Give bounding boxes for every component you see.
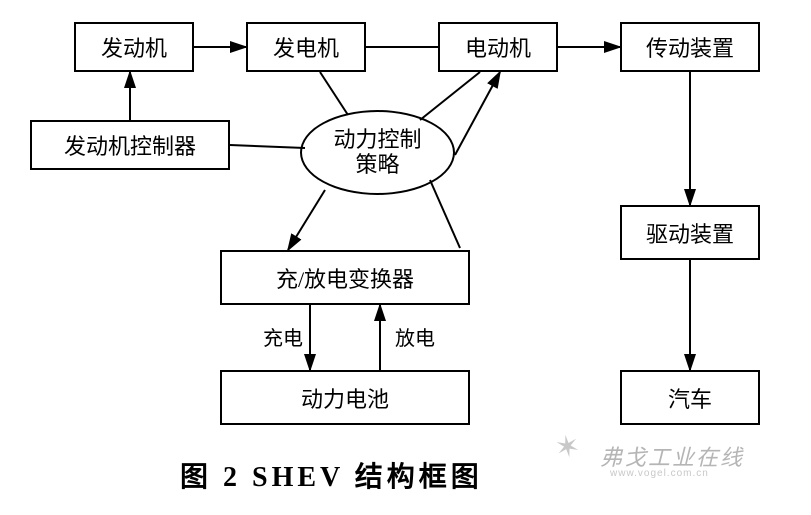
edge-label-charge: 充电 [263, 322, 303, 351]
watermark-sub: www.vogel.com.cn [610, 468, 709, 479]
node-engine-label: 发动机 [101, 31, 167, 63]
node-engine: 发动机 [74, 22, 194, 72]
node-transmission: 传动装置 [620, 22, 760, 72]
figure-caption-text: 图 2 SHEV 结构框图 [180, 462, 483, 493]
watermark-main: 弗戈工业在线 [600, 445, 744, 470]
node-strategy: 动力控制 策略 [300, 110, 455, 195]
node-generator: 发电机 [246, 22, 366, 72]
edge-label-charge-text: 充电 [263, 328, 303, 350]
node-converter: 充/放电变换器 [220, 250, 470, 305]
node-engine-ctrl-label: 发动机控制器 [64, 129, 196, 161]
node-car: 汽车 [620, 370, 760, 425]
node-engine-ctrl: 发动机控制器 [30, 120, 230, 170]
node-motor-label: 电动机 [465, 31, 531, 63]
node-converter-label: 充/放电变换器 [276, 262, 414, 294]
figure-caption: 图 2 SHEV 结构框图 [180, 455, 483, 495]
node-transmission-label: 传动装置 [646, 31, 734, 63]
watermark-url: www.vogel.com.cn [610, 468, 709, 479]
watermark-leaf-icon: ✶ [552, 428, 583, 467]
node-drive: 驱动装置 [620, 205, 760, 260]
edge-label-discharge: 放电 [395, 322, 435, 351]
node-strategy-label: 动力控制 策略 [333, 128, 421, 176]
node-battery-label: 动力电池 [301, 382, 389, 414]
edge-label-discharge-text: 放电 [395, 328, 435, 350]
node-battery: 动力电池 [220, 370, 470, 425]
node-car-label: 汽车 [668, 382, 712, 414]
node-motor: 电动机 [438, 22, 558, 72]
node-generator-label: 发电机 [273, 31, 339, 63]
node-drive-label: 驱动装置 [646, 217, 734, 249]
